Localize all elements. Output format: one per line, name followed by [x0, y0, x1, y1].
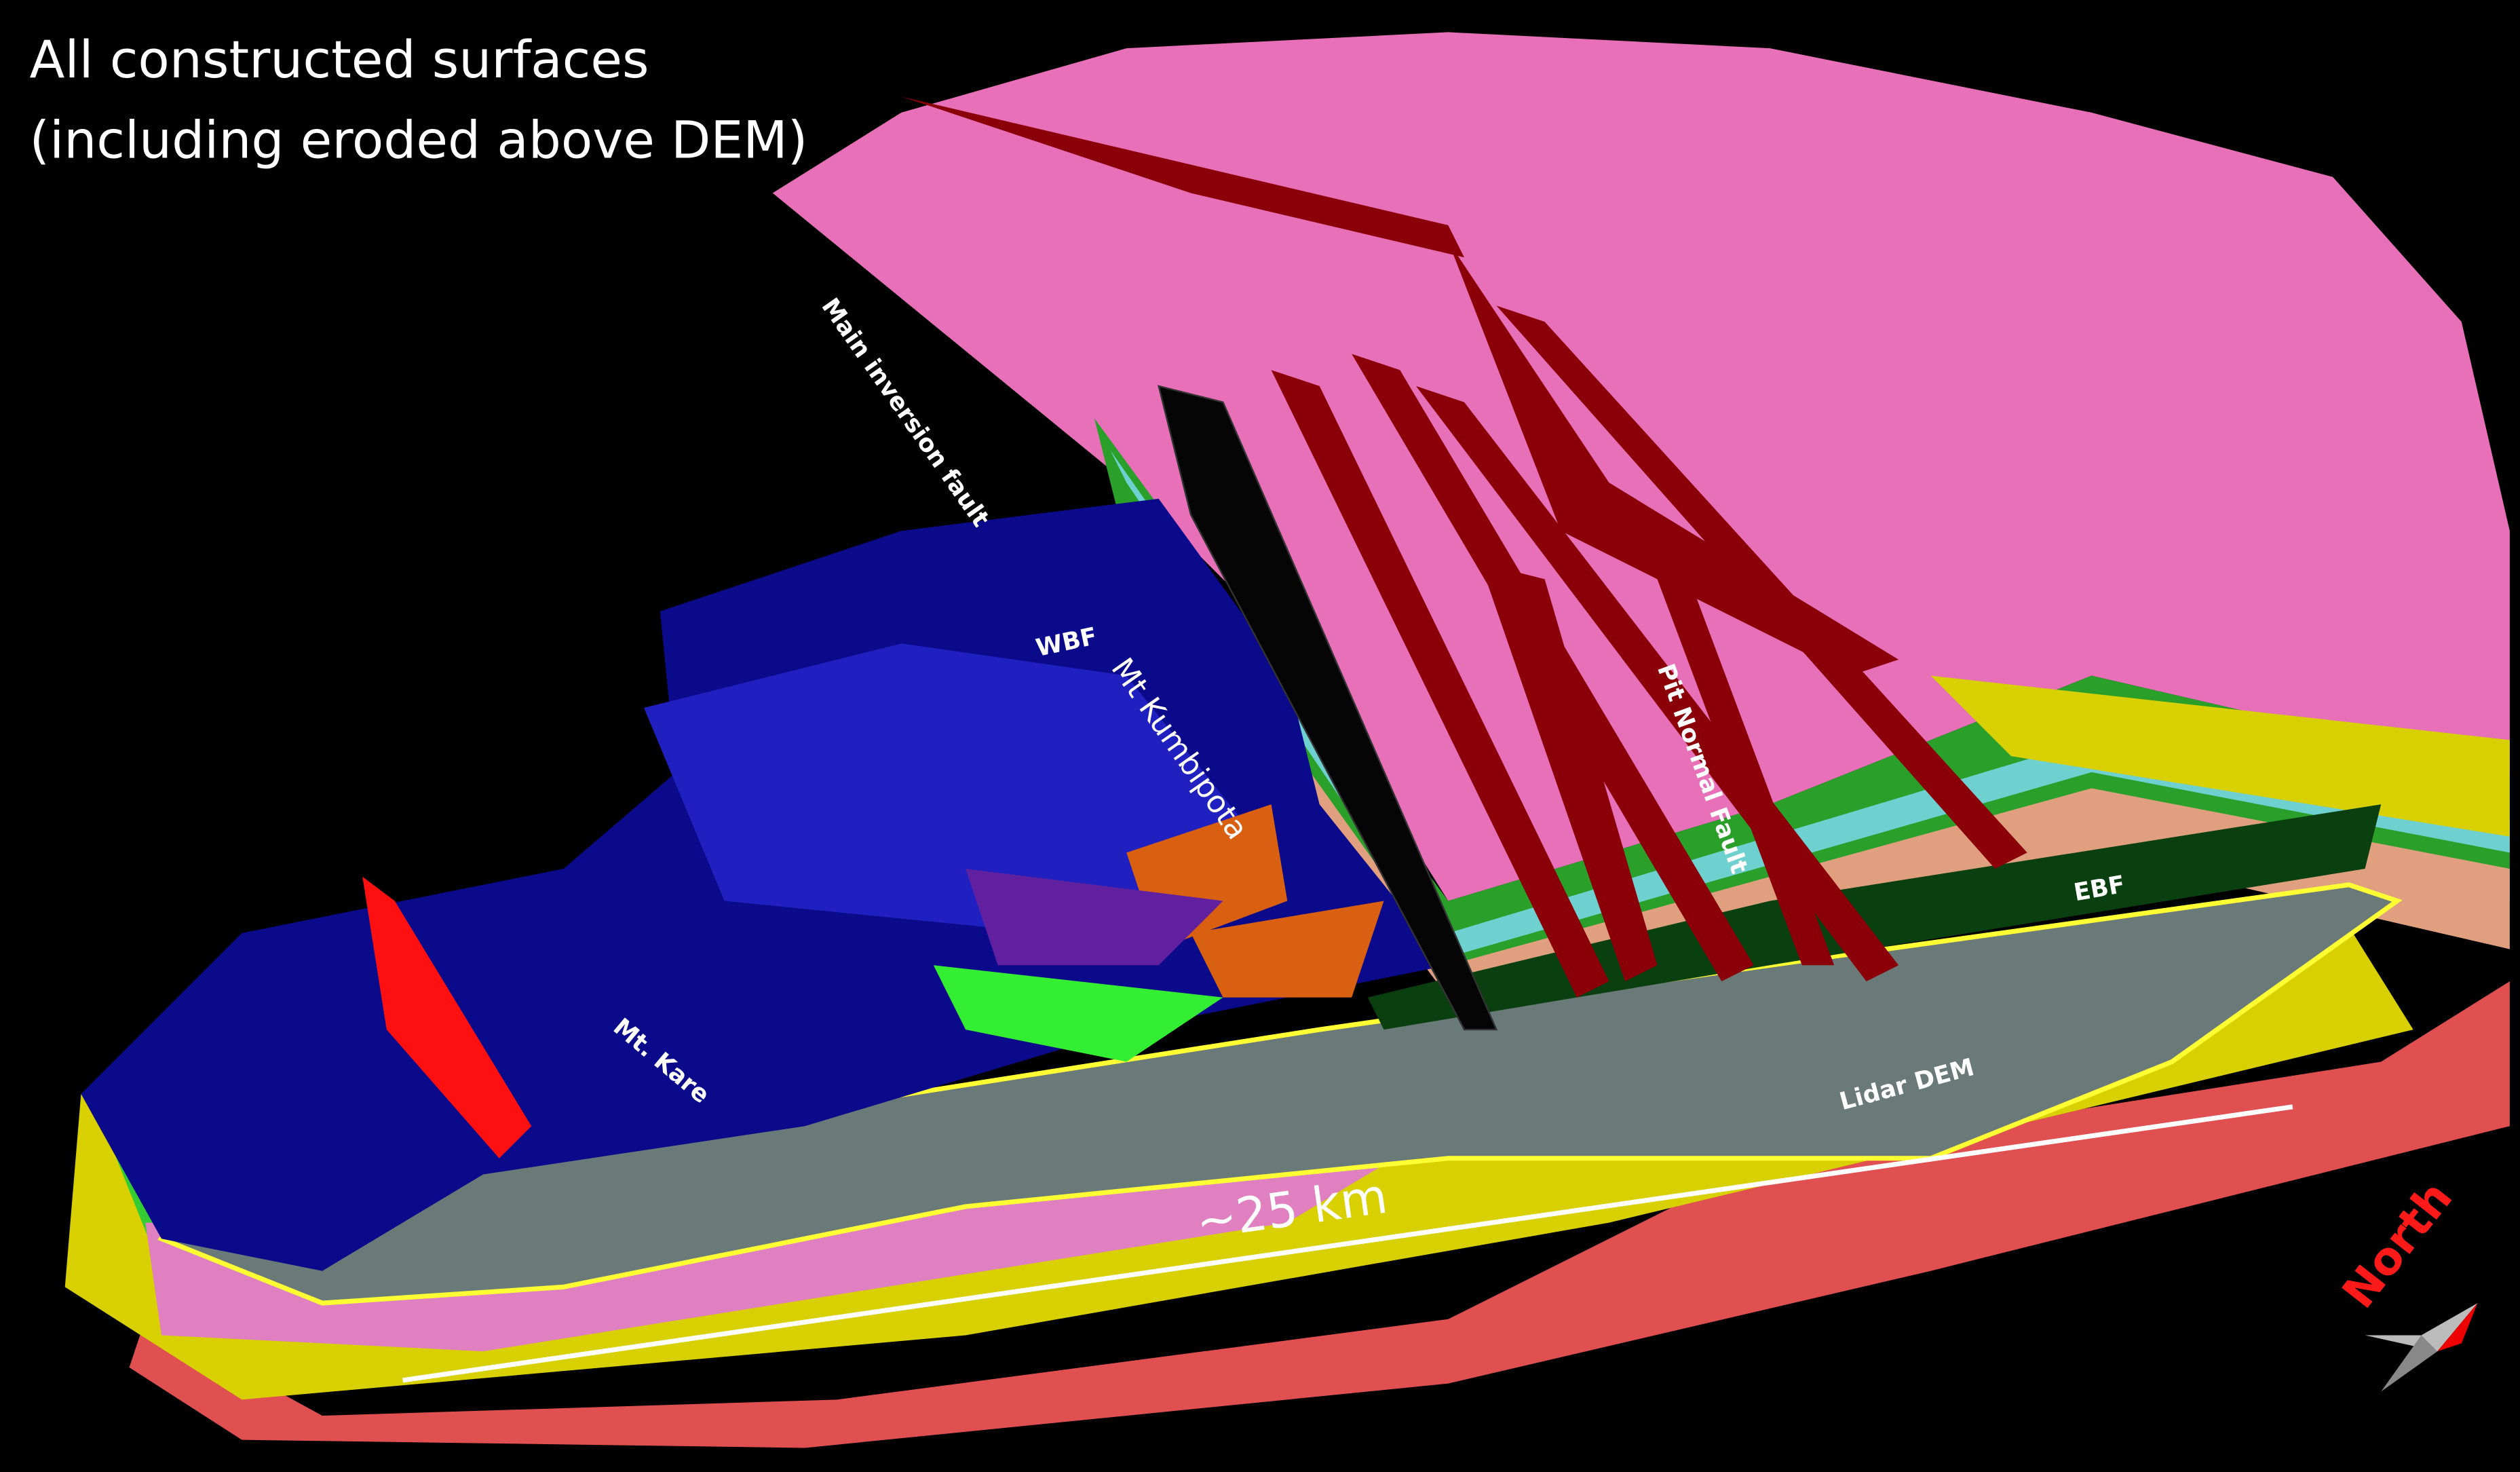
title-line: (including eroded above DEM)	[30, 110, 808, 170]
scale-bar	[402, 1104, 2293, 1383]
compass	[2365, 1303, 2478, 1392]
title-line: All constructed surfaces	[30, 30, 649, 90]
blue-surfaces	[81, 498, 1449, 1271]
normal-faults	[901, 96, 2027, 998]
red-fault-kare	[362, 876, 532, 1158]
black-fault	[1158, 385, 1498, 1031]
ebf-fault	[1367, 804, 2382, 1030]
